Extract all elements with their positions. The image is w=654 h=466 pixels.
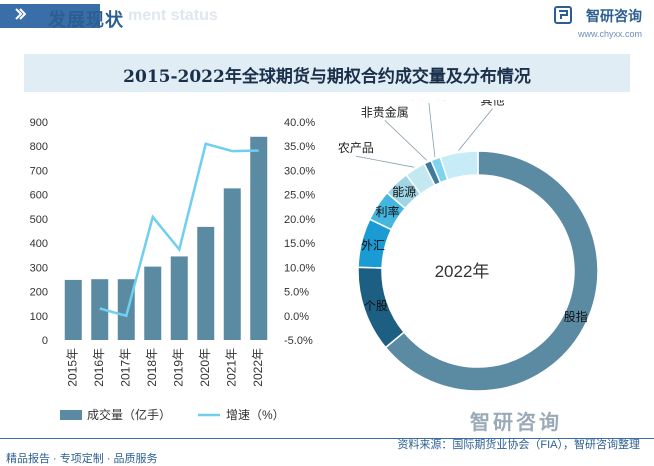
y-right-tick-label: 20.0% bbox=[284, 214, 315, 226]
brand-name: 智研咨询 bbox=[586, 8, 642, 24]
leader-line bbox=[355, 155, 415, 168]
growth-line bbox=[99, 142, 259, 318]
slice-label: 外汇 bbox=[361, 238, 385, 252]
y-left-tick-label: 0 bbox=[42, 335, 48, 347]
legend-label-growth: 增速（%） bbox=[226, 408, 285, 422]
y-right-tick-label: -5.0% bbox=[284, 335, 313, 347]
x-tick-label: 2017年 bbox=[118, 348, 132, 387]
slice-label: 个股 bbox=[364, 299, 388, 313]
y-left-tick-label: 200 bbox=[30, 287, 48, 299]
y-right-tick-label: 15.0% bbox=[284, 238, 315, 250]
y-right-tick-label: 10.0% bbox=[284, 262, 315, 274]
legend-swatch-bar bbox=[60, 410, 82, 420]
footer-divider bbox=[0, 438, 654, 439]
bar-volume bbox=[117, 279, 135, 340]
donut-slice bbox=[384, 150, 599, 392]
header-accent-bar bbox=[0, 4, 100, 28]
slice-label: 能源 bbox=[392, 185, 416, 199]
page-header: 发展现状 ment status 智研咨询 www.chyxx.com bbox=[0, 0, 654, 39]
leader-line bbox=[458, 108, 493, 151]
section-subtitle: ment status bbox=[128, 7, 218, 24]
volume-growth-chart: 0 100 200 300 400 500 600 700 800 900 -5.0% 0.0% 5.0… bbox=[30, 117, 316, 422]
y-left-tick-label: 400 bbox=[30, 238, 48, 250]
slice-label: 股指 bbox=[564, 309, 588, 324]
leader-line bbox=[384, 119, 428, 161]
y-right-tick-label: 5.0% bbox=[284, 287, 309, 299]
slice-label: 贵金属 bbox=[411, 100, 447, 102]
x-tick-label: 2022年 bbox=[251, 348, 265, 387]
x-tick-label: 2015年 bbox=[65, 348, 79, 387]
x-tick-label: 2018年 bbox=[145, 348, 159, 387]
y-left-tick-label: 300 bbox=[30, 262, 48, 274]
slice-label: 其他 bbox=[481, 100, 505, 108]
bar-volume bbox=[223, 188, 241, 340]
distribution-donut-chart: 股指 个股 外汇 利率 能源 农产品 非贵金属贵金属 其他 2022年 bbox=[338, 100, 599, 392]
y-right-tick-label: 0.0% bbox=[284, 311, 309, 323]
slice-label: 农产品 bbox=[338, 141, 374, 155]
x-tick-label: 2020年 bbox=[198, 348, 212, 387]
bar-volume bbox=[197, 226, 215, 340]
y-left-tick-label: 800 bbox=[30, 141, 48, 153]
legend-label-volume: 成交量（亿手） bbox=[87, 407, 171, 422]
x-tick-label: 2016年 bbox=[92, 348, 106, 387]
bar-volume bbox=[170, 256, 188, 340]
y-right-tick-label: 30.0% bbox=[284, 165, 315, 177]
x-tick-label: 2021年 bbox=[224, 348, 238, 387]
y-right-tick-label: 35.0% bbox=[284, 141, 315, 153]
leader-line bbox=[428, 102, 436, 157]
y-right-tick-label: 25.0% bbox=[284, 190, 315, 202]
brand-url: www.chyxx.com bbox=[577, 29, 642, 39]
section-title: 发展现状 bbox=[48, 10, 124, 31]
y-left-tick-label: 500 bbox=[30, 214, 48, 226]
bar-volume bbox=[144, 266, 162, 340]
chart-title-banner: 2015-2022年全球期货与期权合约成交量及分布情况 bbox=[24, 54, 630, 92]
y-right-tick-label: 40.0% bbox=[284, 117, 315, 129]
brand-mark-icon bbox=[553, 6, 572, 24]
y-left-tick-label: 700 bbox=[30, 165, 48, 177]
footer-slogan: 精品报告 · 专项定制 · 品质服务 bbox=[6, 453, 158, 465]
bar-volume bbox=[64, 279, 82, 340]
donut-center-label: 2022年 bbox=[435, 262, 490, 281]
chart-title: 2015-2022年全球期货与期权合约成交量及分布情况 bbox=[123, 67, 531, 87]
x-tick-label: 2019年 bbox=[171, 348, 185, 387]
y-left-tick-label: 900 bbox=[30, 117, 48, 129]
footer-logo: 智研咨询 bbox=[470, 412, 562, 434]
donut-slice bbox=[439, 150, 479, 181]
brand-logo: 智研咨询 www.chyxx.com bbox=[553, 6, 642, 39]
slice-label: 利率 bbox=[376, 204, 400, 219]
chevron-icon bbox=[15, 8, 26, 20]
source-note: 资料来源：国际期货业协会（FIA），智研咨询整理 bbox=[397, 439, 640, 451]
bar-volume bbox=[250, 136, 268, 340]
y-left-tick-label: 600 bbox=[30, 190, 48, 202]
y-left-tick-label: 100 bbox=[30, 311, 48, 323]
slice-label: 非贵金属 bbox=[361, 104, 409, 119]
